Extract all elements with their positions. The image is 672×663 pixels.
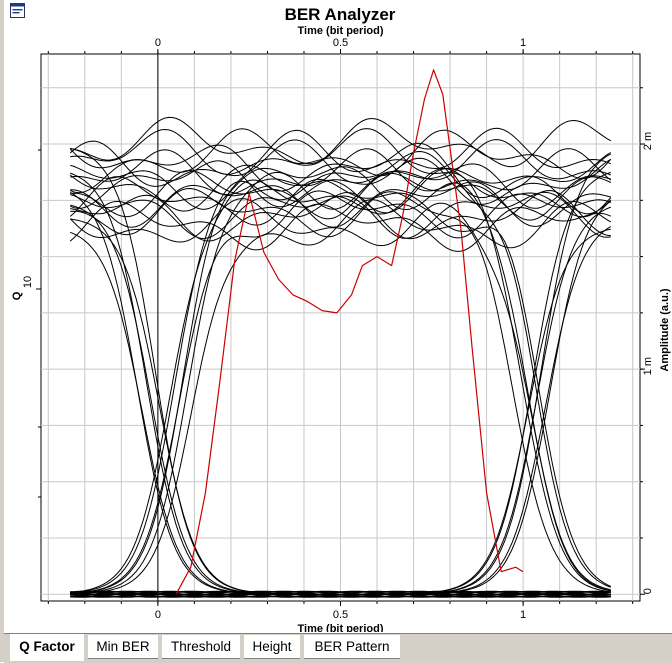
- tab-min-ber[interactable]: Min BER: [88, 635, 158, 659]
- q-factor-layer: [175, 69, 524, 595]
- eye-trace-fall-end: [70, 142, 611, 588]
- amplitude-tick-label: 1 m: [642, 357, 654, 375]
- eye-trace-high: [70, 116, 612, 168]
- tab-ber-pattern[interactable]: BER Pattern: [304, 635, 400, 659]
- app-window-icon[interactable]: [10, 3, 25, 18]
- chart-canvas[interactable]: 0 0 0.5 0.5 1 1 Time (bit period) Time (bit per…: [4, 0, 672, 632]
- eye-trace-high: [70, 189, 611, 242]
- tab-q-factor[interactable]: Q Factor: [10, 634, 84, 661]
- eye-trace-fall-end: [70, 128, 611, 592]
- x-tick-label-top: 0: [155, 37, 161, 49]
- eye-trace-rise-end: [70, 200, 612, 595]
- amplitude-tick-label: 0: [642, 588, 654, 594]
- eye-trace-high: [70, 181, 611, 228]
- amplitude-axis-title: Amplitude (a.u.): [659, 288, 671, 371]
- eye-trace-rise: [70, 127, 611, 594]
- tab-bar: Q Factor Min BER Threshold Height BER Patter…: [4, 633, 672, 663]
- chart-title: BER Analyzer: [284, 5, 396, 24]
- x-tick-label-top: 1: [520, 37, 526, 49]
- eye-trace-fall-end: [69, 176, 612, 587]
- eye-trace-rise: [70, 150, 612, 594]
- eye-trace-high: [70, 157, 612, 209]
- x-tick-label-top: 0.5: [333, 37, 348, 49]
- x-tick-label-bottom: 0: [155, 609, 161, 621]
- tab-height[interactable]: Height: [244, 635, 300, 659]
- eye-trace-high: [69, 139, 611, 187]
- q-axis-title: Q: [11, 291, 23, 300]
- q-tick-label: 10: [22, 276, 34, 288]
- x-axis-title-bottom: Time (bit period): [298, 623, 384, 632]
- eye-trace-fall-end: [69, 198, 611, 591]
- axes-layer: 0 0 0.5 0.5 1 1 Time (bit period) Time (bit per…: [11, 25, 671, 632]
- eye-trace-high: [69, 128, 612, 180]
- q-factor-curve: [175, 69, 524, 595]
- eye-traces-layer: [69, 116, 612, 598]
- eye-trace-high: [70, 169, 612, 221]
- x-tick-label-bottom: 1: [520, 609, 526, 621]
- x-axis-title-top: Time (bit period): [298, 25, 384, 37]
- eye-trace-rise: [70, 199, 612, 595]
- eye-trace-fall-end: [70, 187, 611, 593]
- eye-trace-rise: [70, 190, 611, 594]
- eye-trace-fall-end: [70, 164, 611, 591]
- amplitude-tick-label: 2 m: [642, 132, 654, 150]
- eye-trace-high: [70, 191, 611, 240]
- tab-threshold[interactable]: Threshold: [162, 635, 240, 659]
- x-tick-label-bottom: 0.5: [333, 609, 348, 621]
- eye-trace-rise: [70, 163, 611, 595]
